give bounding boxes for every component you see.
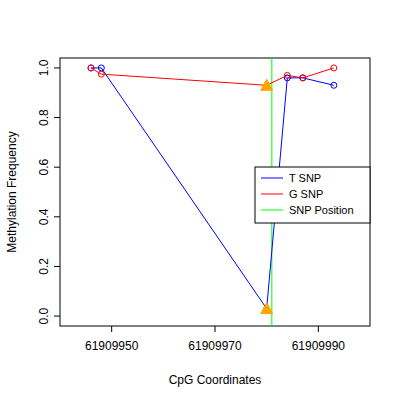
legend-label: SNP Position — [289, 204, 354, 216]
y-tick — [54, 266, 60, 267]
legend-swatch — [261, 210, 283, 211]
point — [331, 65, 337, 71]
x-tick — [215, 326, 216, 332]
y-tick-label: 0.0 — [37, 307, 51, 324]
legend-label: G SNP — [289, 188, 323, 200]
point — [98, 71, 104, 77]
y-tick-label: 1.0 — [37, 59, 51, 76]
x-tick-label: 61909990 — [292, 339, 346, 353]
point — [300, 75, 306, 81]
chart: 61909950 61909970 61909990 0.0 0.2 0.4 0.6 0.8 1… — [0, 0, 400, 400]
y-tick — [54, 117, 60, 118]
point — [284, 72, 290, 78]
point — [88, 65, 94, 71]
y-tick-label: 0.4 — [37, 208, 51, 225]
x-tick-label: 61909970 — [188, 339, 242, 353]
x-tick — [111, 326, 112, 332]
legend-swatch — [261, 178, 283, 179]
x-tick-label: 61909950 — [85, 339, 139, 353]
plot-area — [88, 58, 337, 326]
snp-point — [261, 303, 273, 314]
x-axis-label: CpG Coordinates — [169, 373, 262, 387]
x-tick — [318, 326, 319, 332]
y-tick — [54, 167, 60, 168]
plot-frame — [60, 58, 370, 326]
y-tick-label: 0.6 — [37, 159, 51, 176]
y-tick-label: 0.2 — [37, 258, 51, 275]
legend-swatch — [261, 194, 283, 195]
legend — [255, 167, 370, 223]
point — [331, 82, 337, 88]
snp-point — [261, 79, 273, 90]
point — [300, 75, 306, 81]
y-tick — [54, 67, 60, 68]
y-tick — [54, 216, 60, 217]
y-tick — [54, 316, 60, 317]
point — [98, 65, 104, 71]
legend-label: T SNP — [289, 172, 321, 184]
series-line — [91, 68, 334, 309]
y-axis-label: Methylation Frequency — [5, 131, 19, 252]
point — [88, 65, 94, 71]
y-tick-label: 0.8 — [37, 109, 51, 126]
series-line — [91, 68, 334, 85]
